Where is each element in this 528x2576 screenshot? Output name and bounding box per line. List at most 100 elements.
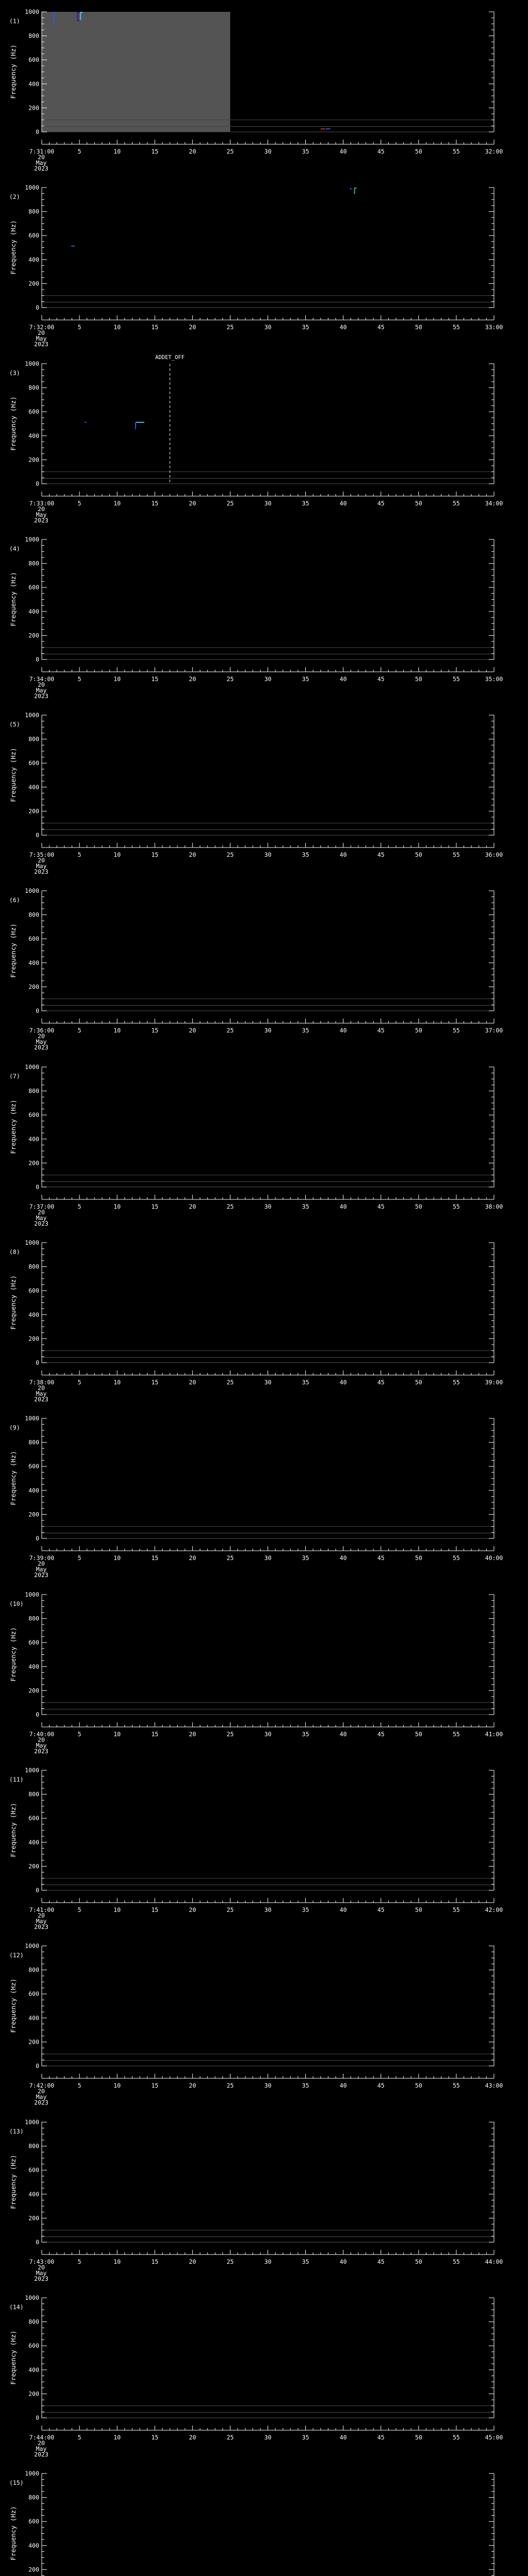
x-start-label: 7:35:00 bbox=[29, 851, 55, 858]
svg-text:15: 15 bbox=[151, 1554, 158, 1562]
svg-text:40: 40 bbox=[340, 1731, 347, 1738]
svg-text:5: 5 bbox=[78, 324, 81, 331]
svg-text:45: 45 bbox=[377, 1379, 385, 1386]
x-axis: 7:35:00 5 10 15 20 25 30 35 40 45 50 55 36:0020May20… bbox=[29, 843, 503, 875]
x-end-label: 44:00 bbox=[485, 2258, 503, 2265]
y-axis-title: Frequency (Hz) bbox=[9, 1451, 17, 1505]
date-line: 2023 bbox=[34, 517, 48, 524]
y-axis: 0 200 400 600 800 1000 bbox=[25, 1591, 494, 1718]
svg-text:0: 0 bbox=[36, 304, 39, 311]
spectrogram-panel-7: 0 200 400 600 800 1000 Frequency (Hz) (7) 7:37:0… bbox=[9, 1063, 503, 1227]
svg-text:15: 15 bbox=[151, 675, 158, 683]
svg-text:0: 0 bbox=[36, 1535, 39, 1542]
svg-text:40: 40 bbox=[340, 1906, 347, 1913]
svg-text:5: 5 bbox=[78, 1731, 81, 1738]
svg-text:50: 50 bbox=[415, 1203, 422, 1210]
svg-text:45: 45 bbox=[377, 1731, 385, 1738]
svg-text:400: 400 bbox=[28, 608, 39, 615]
gridlines bbox=[42, 823, 494, 836]
date-line: May bbox=[36, 862, 47, 870]
gridlines bbox=[42, 295, 494, 308]
date-line: 20 bbox=[38, 2088, 45, 2095]
svg-text:10: 10 bbox=[113, 851, 121, 858]
svg-text:400: 400 bbox=[28, 1136, 39, 1143]
spectrogram-panel-9: 0 200 400 600 800 1000 Frequency (Hz) (9) 7:39:0… bbox=[9, 1415, 503, 1579]
y-axis-title: Frequency (Hz) bbox=[9, 44, 17, 98]
svg-text:10: 10 bbox=[113, 2434, 121, 2441]
svg-text:0: 0 bbox=[36, 2414, 39, 2421]
svg-text:30: 30 bbox=[265, 1554, 272, 1562]
svg-text:40: 40 bbox=[340, 675, 347, 683]
panel-number: (11) bbox=[9, 1776, 24, 1783]
date-line: May bbox=[36, 1390, 47, 1397]
date-line: 20 bbox=[38, 2264, 45, 2271]
x-axis: 7:37:00 5 10 15 20 25 30 35 40 45 50 55 38:0020May20… bbox=[29, 1195, 503, 1227]
svg-text:5: 5 bbox=[78, 500, 81, 507]
svg-text:40: 40 bbox=[340, 500, 347, 507]
svg-text:400: 400 bbox=[28, 256, 39, 263]
date-line: 2023 bbox=[34, 1220, 48, 1227]
spectrogram-panel-5: 0 200 400 600 800 1000 Frequency (Hz) (5) 7:35:0… bbox=[9, 711, 503, 875]
svg-text:25: 25 bbox=[226, 1731, 234, 1738]
date-line: 20 bbox=[38, 1736, 45, 1743]
svg-text:20: 20 bbox=[189, 1379, 196, 1386]
date-line: May bbox=[36, 2269, 47, 2277]
svg-text:30: 30 bbox=[265, 675, 272, 683]
svg-text:15: 15 bbox=[151, 2258, 158, 2265]
spectrogram-panel-10: 0 200 400 600 800 1000 Frequency (Hz) (10) 7:40:… bbox=[9, 1591, 503, 1755]
svg-text:600: 600 bbox=[28, 56, 39, 63]
svg-text:30: 30 bbox=[265, 324, 272, 331]
svg-text:600: 600 bbox=[28, 232, 39, 239]
x-start-label: 7:39:00 bbox=[29, 1554, 55, 1562]
svg-text:35: 35 bbox=[302, 2434, 309, 2441]
svg-text:1000: 1000 bbox=[25, 8, 39, 15]
svg-text:40: 40 bbox=[340, 2082, 347, 2089]
svg-text:600: 600 bbox=[28, 408, 39, 415]
svg-text:45: 45 bbox=[377, 1027, 385, 1034]
spectrogram-panel-1: 0 200 400 600 800 1000 Frequency (Hz) (1) 7:31:0… bbox=[9, 8, 503, 172]
svg-text:200: 200 bbox=[28, 1159, 39, 1166]
svg-text:30: 30 bbox=[265, 2258, 272, 2265]
date-line: 2023 bbox=[34, 341, 48, 348]
panel-number: (12) bbox=[9, 1952, 24, 1959]
svg-text:50: 50 bbox=[415, 1027, 422, 1034]
gridlines bbox=[42, 2405, 494, 2418]
gridlines bbox=[42, 471, 494, 484]
x-start-label: 7:34:00 bbox=[29, 675, 55, 683]
detection-markers bbox=[53, 12, 331, 130]
date-line: May bbox=[36, 1566, 47, 1573]
svg-text:1000: 1000 bbox=[25, 2294, 39, 2301]
svg-text:5: 5 bbox=[78, 675, 81, 683]
svg-text:45: 45 bbox=[377, 1203, 385, 1210]
svg-text:1000: 1000 bbox=[25, 1415, 39, 1422]
svg-text:25: 25 bbox=[226, 1379, 234, 1386]
x-axis: 7:41:00 5 10 15 20 25 30 35 40 45 50 55 42:0020May20… bbox=[29, 1898, 503, 1930]
date-line: May bbox=[36, 2093, 47, 2100]
spectrogram-panel-4: 0 200 400 600 800 1000 Frequency (Hz) (4) 7:34:0… bbox=[9, 536, 503, 700]
svg-text:55: 55 bbox=[453, 1906, 460, 1913]
svg-text:45: 45 bbox=[377, 148, 385, 155]
gridlines bbox=[42, 1175, 494, 1188]
date-line: 2023 bbox=[34, 2451, 48, 2458]
x-axis: 7:36:00 5 10 15 20 25 30 35 40 45 50 55 37:0020May20… bbox=[29, 1019, 503, 1051]
y-axis: 0 200 400 600 800 1000 bbox=[25, 1942, 494, 2070]
date-line: 20 bbox=[38, 857, 45, 864]
svg-text:55: 55 bbox=[453, 148, 460, 155]
svg-text:600: 600 bbox=[28, 2518, 39, 2525]
x-start-label: 7:44:00 bbox=[29, 2434, 55, 2441]
svg-text:200: 200 bbox=[28, 280, 39, 287]
date-line: May bbox=[36, 1918, 47, 1925]
svg-text:50: 50 bbox=[415, 500, 422, 507]
svg-text:600: 600 bbox=[28, 1287, 39, 1294]
x-start-label: 7:40:00 bbox=[29, 1731, 55, 1738]
svg-text:600: 600 bbox=[28, 584, 39, 591]
y-axis-title: Frequency (Hz) bbox=[9, 923, 17, 977]
svg-text:55: 55 bbox=[453, 2082, 460, 2089]
svg-text:800: 800 bbox=[28, 208, 39, 215]
y-axis: 0 200 400 600 800 1000 bbox=[25, 1415, 494, 1542]
svg-text:55: 55 bbox=[453, 1379, 460, 1386]
svg-text:20: 20 bbox=[189, 1027, 196, 1034]
svg-text:45: 45 bbox=[377, 851, 385, 858]
x-end-label: 34:00 bbox=[485, 500, 503, 507]
